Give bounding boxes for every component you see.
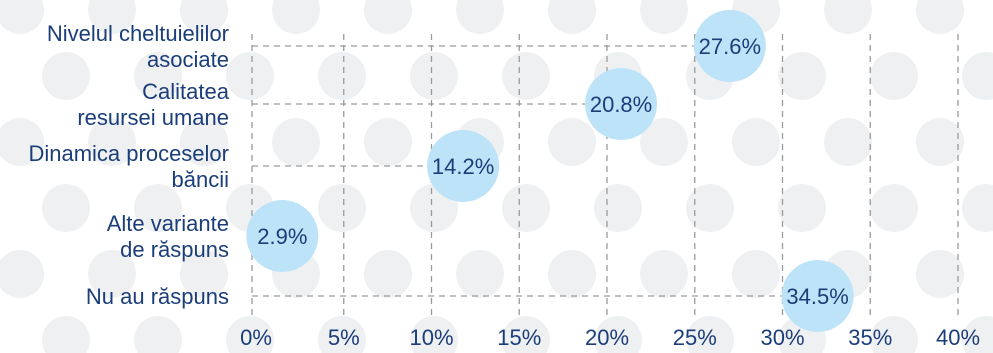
- background-dot: [42, 184, 90, 232]
- background-dot: [318, 184, 366, 232]
- background-dot: [134, 52, 182, 100]
- background-dot: [962, 184, 993, 232]
- background-dot: [916, 118, 964, 166]
- background-dot: [640, 0, 688, 34]
- background-dot: [548, 250, 596, 298]
- category-label: Alte variante de răspuns: [107, 211, 229, 262]
- background-dot: [88, 118, 136, 166]
- background-dot: [42, 316, 90, 353]
- background-dot: [0, 118, 44, 166]
- background-dot: [364, 0, 412, 34]
- background-dot: [318, 316, 366, 353]
- x-tick-label: 30%: [760, 325, 804, 350]
- background-dot: [870, 316, 918, 353]
- background-dot: [0, 0, 44, 34]
- background-dot: [640, 118, 688, 166]
- leader-lines: [252, 45, 782, 297]
- background-dot: [364, 250, 412, 298]
- background-dot: [686, 316, 734, 353]
- background-dot: [502, 184, 550, 232]
- background-dot: [134, 316, 182, 353]
- background-dot: [870, 184, 918, 232]
- background-dot: [226, 52, 274, 100]
- background-dot: [456, 0, 504, 34]
- background-dot: [180, 250, 228, 298]
- background-dot: [88, 250, 136, 298]
- background-dot: [180, 0, 228, 34]
- background-dot: [548, 118, 596, 166]
- bubble-value-label: 14.2%: [432, 154, 494, 179]
- background-dot: [226, 316, 274, 353]
- x-axis-tick-labels: 0% 5% 10% 15% 20% 25% 30% 35% 40%: [240, 325, 980, 350]
- x-tick-label: 15%: [497, 325, 541, 350]
- background-dot: [502, 316, 550, 353]
- background-dot: [594, 316, 642, 353]
- background-dot: [548, 0, 596, 34]
- x-tick-label: 40%: [936, 325, 980, 350]
- x-tick-label: 10%: [409, 325, 453, 350]
- background-dot: [732, 118, 780, 166]
- background-dot: [42, 52, 90, 100]
- bubble-value-label: 34.5%: [786, 284, 848, 309]
- background-dot: [824, 118, 872, 166]
- x-tick-label: 5%: [328, 325, 360, 350]
- background-dot: [272, 118, 320, 166]
- x-tick-label: 0%: [240, 325, 272, 350]
- category-label: Nivelul cheltuielilor asociate: [47, 21, 229, 72]
- x-tick-label: 25%: [673, 325, 717, 350]
- background-dot: [410, 52, 458, 100]
- background-dot: [870, 52, 918, 100]
- bubble-value-label: 20.8%: [590, 92, 652, 117]
- background-dot: [134, 184, 182, 232]
- category-label: Nu au răspuns: [86, 284, 229, 309]
- bubble-value-label: 2.9%: [257, 224, 307, 249]
- background-dot: [732, 250, 780, 298]
- background-dot: [456, 250, 504, 298]
- background-dot: [778, 52, 826, 100]
- background-dot: [778, 184, 826, 232]
- background-dot: [962, 316, 993, 353]
- category-labels: Nivelul cheltuielilor asociate Calitatea re…: [28, 21, 229, 309]
- background-dot: [962, 52, 993, 100]
- bubble: [585, 68, 658, 140]
- bubble: [693, 10, 766, 82]
- background-dot: [824, 0, 872, 34]
- background-dot: [272, 0, 320, 34]
- background-dot: [502, 52, 550, 100]
- background-dot: [88, 0, 136, 34]
- x-tick-label: 20%: [585, 325, 629, 350]
- background-dot: [180, 118, 228, 166]
- bubble: [781, 260, 854, 332]
- background-dot: [364, 118, 412, 166]
- background-dot: [916, 250, 964, 298]
- background-dot: [0, 250, 44, 298]
- bubble-value-label: 27.6%: [699, 34, 761, 59]
- background-dot: [318, 52, 366, 100]
- bubbles: 27.6% 20.8% 14.2% 2.9% 34.5%: [246, 10, 854, 332]
- background-dot: [410, 316, 458, 353]
- category-label: Calitatea resursei umane: [77, 79, 229, 130]
- background-dot: [594, 184, 642, 232]
- bubble: [246, 200, 319, 272]
- category-label: Dinamica proceselor băncii: [28, 141, 229, 192]
- background-dot: [640, 250, 688, 298]
- background-dot: [916, 0, 964, 34]
- bubble: [427, 130, 500, 202]
- background-dot: [686, 184, 734, 232]
- x-tick-label: 35%: [848, 325, 892, 350]
